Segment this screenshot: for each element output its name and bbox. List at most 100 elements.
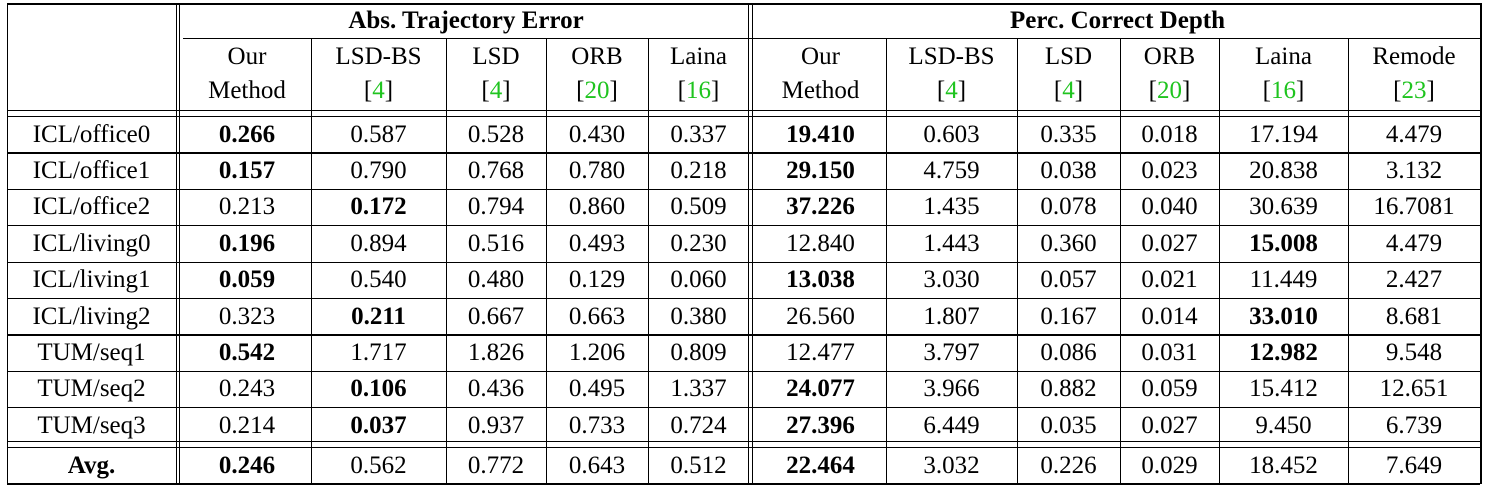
rule-left	[7, 3, 9, 484]
citation-close-bracket: ]	[1182, 77, 1191, 104]
pcd-value: 1.435	[923, 193, 980, 221]
group-header-pcd: Perc. Correct Depth	[1010, 7, 1225, 34]
ate-value: 0.246	[218, 451, 276, 479]
pcd-value: 24.077	[786, 375, 855, 403]
pcd-value: 0.027	[1141, 229, 1198, 257]
column-header-name: Remode	[1372, 43, 1456, 70]
pcd-value: 0.335	[1040, 120, 1097, 148]
ate-value: 0.214	[218, 411, 276, 439]
pcd-value: 0.057	[1040, 266, 1097, 294]
pcd-value: 2.427	[1385, 266, 1443, 294]
ate-value: 0.129	[568, 266, 626, 294]
column-header-name: Laina	[670, 43, 727, 70]
ate-value: 0.196	[218, 229, 276, 257]
pcd-value: 0.018	[1141, 120, 1198, 148]
ate-value: 0.937	[467, 411, 525, 439]
pcd-value: 0.023	[1141, 157, 1198, 185]
row-label: TUM/seq3	[37, 411, 146, 439]
pcd-value: 7.649	[1385, 451, 1443, 479]
ate-value: 0.587	[350, 120, 407, 148]
pcd-value: 3.032	[923, 451, 980, 479]
pcd-value: 29.150	[786, 157, 855, 185]
citation-open-bracket: [	[576, 77, 585, 104]
citation-link[interactable]: 4	[489, 77, 503, 104]
ate-value: 0.266	[218, 120, 276, 148]
column-header-name: Our	[801, 43, 840, 70]
pcd-value: 0.040	[1141, 193, 1198, 221]
row-label: ICL/office2	[32, 193, 151, 221]
ate-value: 0.512	[670, 451, 727, 479]
pcd-value: 12.477	[786, 339, 855, 367]
citation-link[interactable]: 20	[1157, 77, 1182, 104]
pcd-value: 3.030	[923, 266, 980, 294]
pcd-value: 18.452	[1249, 451, 1318, 479]
pcd-value: 3.797	[923, 339, 980, 367]
citation: [16]	[1263, 74, 1305, 108]
column-header-name: Laina	[1255, 43, 1312, 70]
ate-value: 0.733	[568, 411, 626, 439]
citation: [16]	[678, 74, 720, 108]
column-header-name: LSD-BS	[335, 43, 422, 70]
rule-col	[446, 38, 448, 483]
rule-row	[7, 225, 1480, 227]
pcd-value: 0.086	[1040, 339, 1097, 367]
citation-link[interactable]: 20	[584, 77, 610, 104]
rule-header-1	[7, 110, 1480, 112]
row-label: Avg.	[67, 451, 116, 479]
column-header: LSD-BS [4]	[886, 38, 1017, 110]
pcd-value: 0.031	[1141, 339, 1198, 367]
column-header: ORB [20]	[546, 38, 648, 110]
row-label: TUM/seq1	[37, 339, 146, 367]
pcd-value: 13.038	[786, 266, 855, 294]
column-header: LSD-BS [4]	[311, 38, 446, 110]
ate-value: 0.430	[568, 120, 626, 148]
ate-value: 0.495	[568, 375, 626, 403]
ate-value: 0.516	[467, 229, 525, 257]
citation: [4]	[481, 74, 510, 108]
citation-link[interactable]: 4	[1062, 77, 1075, 104]
pcd-value: 0.029	[1141, 451, 1198, 479]
pcd-value: 30.639	[1249, 193, 1318, 221]
rule-col	[311, 38, 313, 483]
citation-link[interactable]: 4	[945, 77, 958, 104]
rule-right	[1480, 3, 1482, 484]
citation-open-bracket: [	[936, 77, 946, 104]
citation-link[interactable]: 16	[1271, 77, 1296, 104]
row-label: ICL/office0	[32, 120, 151, 148]
pcd-value: 0.014	[1141, 302, 1198, 330]
ate-value: 0.243	[218, 375, 276, 403]
column-header-name: ORB	[1143, 43, 1196, 70]
citation-link[interactable]: 16	[686, 77, 711, 104]
pcd-value: 27.396	[786, 411, 855, 439]
column-header-name: LSD-BS	[908, 43, 995, 70]
row-label: ICL/living2	[32, 302, 151, 330]
citation-link[interactable]: 4	[372, 77, 385, 104]
rule-col	[1120, 38, 1122, 483]
pcd-value: 0.603	[923, 120, 980, 148]
ate-value: 0.562	[350, 451, 407, 479]
citation: [23]	[1393, 74, 1435, 108]
pcd-value: 4.759	[923, 157, 980, 185]
citation-close-bracket: ]	[1074, 77, 1084, 104]
column-header: LSD [4]	[1017, 38, 1120, 110]
pcd-value: 0.078	[1040, 193, 1097, 221]
ate-value: 0.542	[218, 339, 276, 367]
pcd-value: 16.7081	[1373, 193, 1455, 221]
ate-value: 0.509	[670, 193, 727, 221]
ate-value: 0.493	[568, 229, 626, 257]
rule-header-2	[7, 116, 1480, 118]
citation-link[interactable]: 23	[1401, 77, 1427, 104]
pcd-value: 4.479	[1385, 120, 1443, 148]
ate-value: 1.337	[670, 375, 727, 403]
ate-value: 0.060	[670, 266, 727, 294]
rule-row	[7, 334, 1480, 336]
column-header-name: LSD	[1044, 43, 1093, 70]
rule-row	[7, 298, 1480, 300]
pcd-value: 20.838	[1249, 157, 1318, 185]
ate-value: 0.894	[350, 229, 407, 257]
rule-row	[7, 188, 1480, 190]
citation: [4]	[1054, 74, 1083, 108]
citation-close-bracket: ]	[957, 77, 967, 104]
citation: [20]	[576, 74, 618, 108]
rule-col	[1348, 38, 1350, 483]
